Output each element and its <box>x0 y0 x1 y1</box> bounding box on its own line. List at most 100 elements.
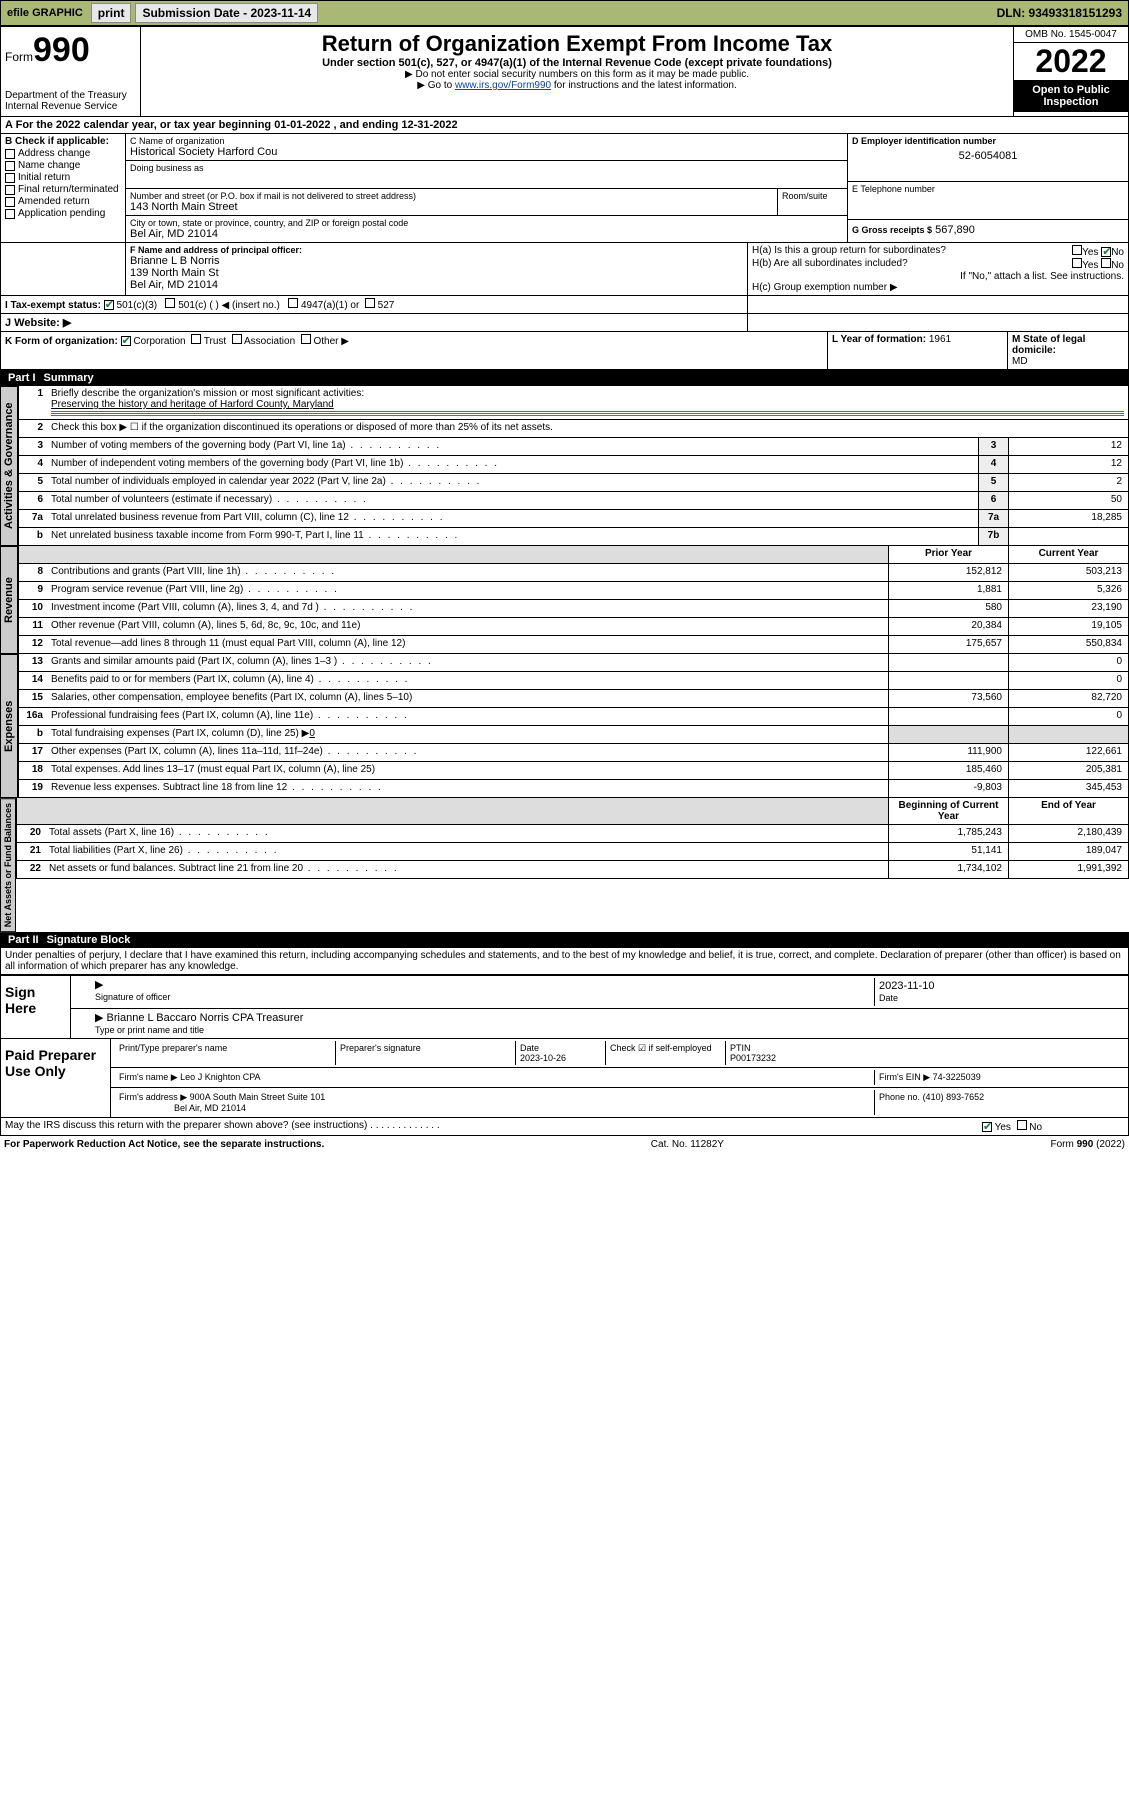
lbl-initial-return: Initial return <box>18 172 70 183</box>
cb-trust[interactable] <box>191 334 201 344</box>
form-num: 990 <box>33 31 90 69</box>
phone: (410) 893-7652 <box>923 1092 985 1102</box>
part1-title: Summary <box>44 372 94 384</box>
declaration: Under penalties of perjury, I declare th… <box>0 948 1129 975</box>
cb-hb-yes[interactable] <box>1072 258 1082 268</box>
gross-receipts: 567,890 <box>935 224 975 236</box>
print-button[interactable]: print <box>91 3 132 23</box>
lbl-final-return: Final return/terminated <box>18 184 119 195</box>
p22: 1,734,102 <box>888 861 1008 878</box>
org-info-row: B Check if applicable: Address change Na… <box>0 134 1129 243</box>
c22: 1,991,392 <box>1008 861 1128 878</box>
lbl-corp: Corporation <box>133 336 185 347</box>
paperwork-notice: For Paperwork Reduction Act Notice, see … <box>4 1139 324 1150</box>
l9-text: Program service revenue (Part VIII, line… <box>47 582 888 599</box>
dln: DLN: 93493318151293 <box>991 4 1128 22</box>
c19: 345,453 <box>1008 780 1128 797</box>
v3: 12 <box>1008 438 1128 455</box>
cb-hb-no[interactable] <box>1101 258 1111 268</box>
l12-text: Total revenue—add lines 8 through 11 (mu… <box>47 636 888 653</box>
cb-address-change[interactable] <box>5 149 15 159</box>
p8: 152,812 <box>888 564 1008 581</box>
cb-discuss-no[interactable] <box>1017 1120 1027 1130</box>
form-ref: Form 990 (2022) <box>1051 1139 1125 1150</box>
cb-527[interactable] <box>365 298 375 308</box>
current-year-header: Current Year <box>1008 546 1128 563</box>
v4: 12 <box>1008 456 1128 473</box>
firm-name: Leo J Knighton CPA <box>180 1072 260 1082</box>
sig-officer-label: Signature of officer <box>95 992 170 1002</box>
cb-ha-yes[interactable] <box>1072 245 1082 255</box>
irs-link[interactable]: www.irs.gov/Form990 <box>455 80 551 91</box>
hb-label: H(b) Are all subordinates included? <box>752 258 908 271</box>
officer-printed-name: Brianne L Baccaro Norris CPA Treasurer <box>107 1012 304 1024</box>
part2-header: Part II Signature Block <box>0 932 1129 948</box>
l16b-text: Total fundraising expenses (Part IX, col… <box>51 728 309 739</box>
part1-header: Part I Summary <box>0 370 1129 386</box>
c10: 23,190 <box>1008 600 1128 617</box>
cb-initial-return[interactable] <box>5 173 15 183</box>
l16a-text: Professional fundraising fees (Part IX, … <box>47 708 888 725</box>
box-d-label: D Employer identification number <box>852 136 1124 146</box>
cb-app-pending[interactable] <box>5 209 15 219</box>
cb-other[interactable] <box>301 334 311 344</box>
officer-street: 139 North Main St <box>130 267 743 279</box>
c9: 5,326 <box>1008 582 1128 599</box>
l3-text: Number of voting members of the governin… <box>47 438 978 455</box>
ein: 52-6054081 <box>852 150 1124 162</box>
ha-no: No <box>1111 247 1124 258</box>
cb-ha-no[interactable] <box>1101 247 1111 257</box>
goto-note: ▶ Go to www.irs.gov/Form990 for instruct… <box>145 80 1009 91</box>
l15-text: Salaries, other compensation, employee b… <box>47 690 888 707</box>
city-label: City or town, state or province, country… <box>130 218 843 228</box>
firm-ein: 74-3225039 <box>933 1072 981 1082</box>
firm-name-label: Firm's name ▶ <box>119 1072 178 1082</box>
p11: 20,384 <box>888 618 1008 635</box>
form-header: Form990 Department of the Treasury Inter… <box>0 26 1129 117</box>
ptin: P00173232 <box>730 1053 776 1063</box>
l20-text: Total assets (Part X, line 16) <box>45 825 888 842</box>
city: Bel Air, MD 21014 <box>130 228 843 240</box>
firm-addr-label: Firm's address ▶ <box>119 1092 187 1102</box>
org-name: Historical Society Harford Cou <box>130 146 843 158</box>
cb-final-return[interactable] <box>5 185 15 195</box>
omb-number: OMB No. 1545-0047 <box>1014 27 1128 43</box>
c15: 82,720 <box>1008 690 1128 707</box>
firm-addr2: Bel Air, MD 21014 <box>174 1103 246 1113</box>
box-g-label: G Gross receipts $ <box>852 225 932 235</box>
cb-name-change[interactable] <box>5 161 15 171</box>
p10: 580 <box>888 600 1008 617</box>
lbl-name-change: Name change <box>18 160 80 171</box>
phone-label: Phone no. <box>879 1092 920 1102</box>
l7b-text: Net unrelated business taxable income fr… <box>47 528 978 545</box>
c20: 2,180,439 <box>1008 825 1128 842</box>
cb-assoc[interactable] <box>232 334 242 344</box>
open-public: Open to Public Inspection <box>1014 80 1128 112</box>
cb-501c3[interactable] <box>104 300 114 310</box>
cb-amended[interactable] <box>5 197 15 207</box>
c13: 0 <box>1008 654 1128 671</box>
cb-501c[interactable] <box>165 298 175 308</box>
p19: -9,803 <box>888 780 1008 797</box>
box-k-label: K Form of organization: <box>5 336 118 347</box>
prep-date-label: Date <box>520 1043 539 1053</box>
page-footer: For Paperwork Reduction Act Notice, see … <box>0 1136 1129 1153</box>
mission-text: Preserving the history and heritage of H… <box>51 399 334 410</box>
lbl-trust: Trust <box>204 336 226 347</box>
tab-activities-governance: Activities & Governance <box>0 386 18 546</box>
cb-discuss-yes[interactable] <box>982 1122 992 1132</box>
paid-preparer-label: Paid Preparer Use Only <box>1 1039 111 1117</box>
lbl-4947: 4947(a)(1) or <box>301 300 359 311</box>
box-b: B Check if applicable: Address change Na… <box>1 134 126 242</box>
l11-text: Other revenue (Part VIII, column (A), li… <box>47 618 888 635</box>
tab-net-assets: Net Assets or Fund Balances <box>0 798 16 932</box>
form-title: Return of Organization Exempt From Incom… <box>145 31 1009 57</box>
lbl-address-change: Address change <box>18 148 90 159</box>
box-b-title: B Check if applicable: <box>5 136 121 147</box>
v7b <box>1008 528 1128 545</box>
cb-4947[interactable] <box>288 298 298 308</box>
goto-post: for instructions and the latest informat… <box>551 80 737 91</box>
lbl-assoc: Association <box>244 336 295 347</box>
c8: 503,213 <box>1008 564 1128 581</box>
cb-corp[interactable] <box>121 336 131 346</box>
